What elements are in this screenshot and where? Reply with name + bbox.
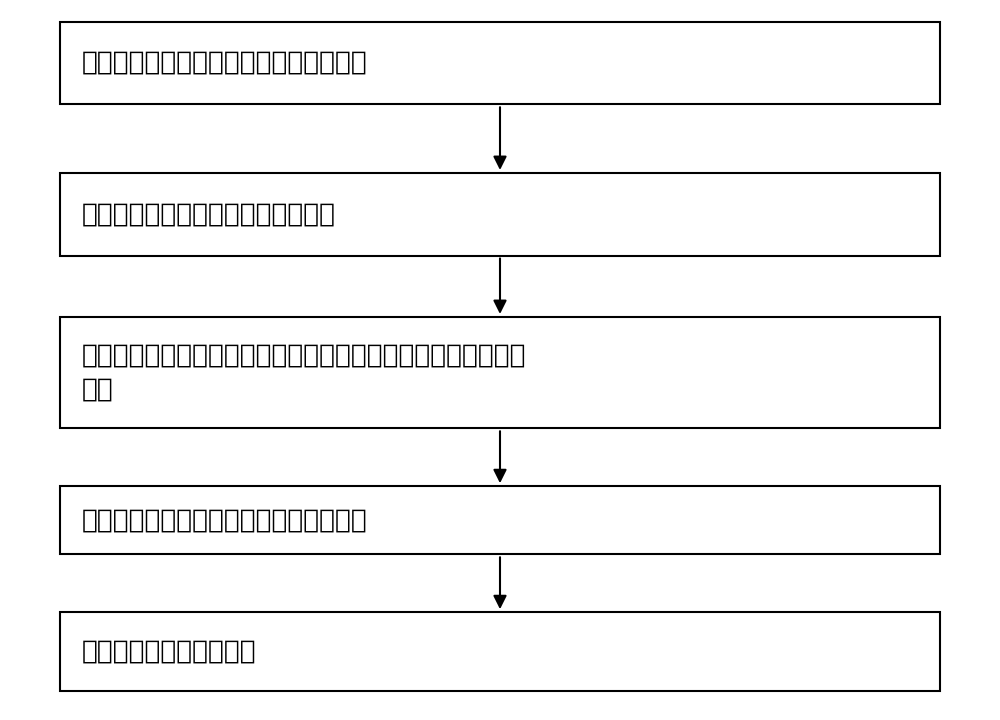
Text: 作业系统对需解析面板执行跳站操作，将需解析面板转送到拨片
站点: 作业系统对需解析面板执行跳站操作，将需解析面板转送到拨片 站点 [82, 343, 526, 402]
FancyBboxPatch shape [60, 486, 940, 554]
FancyBboxPatch shape [60, 173, 940, 256]
Text: 分析人员取出需解析面板: 分析人员取出需解析面板 [82, 639, 257, 665]
FancyBboxPatch shape [60, 612, 940, 691]
Text: 拨片完成，通知分析人员取出需解析面板: 拨片完成，通知分析人员取出需解析面板 [82, 507, 368, 534]
Text: 报表系统根据取片逻辑选择出需解析面板: 报表系统根据取片逻辑选择出需解析面板 [82, 50, 368, 76]
FancyBboxPatch shape [60, 22, 940, 104]
FancyBboxPatch shape [60, 317, 940, 428]
Text: 作业系统对需解析面板添加流程代码: 作业系统对需解析面板添加流程代码 [82, 201, 336, 228]
